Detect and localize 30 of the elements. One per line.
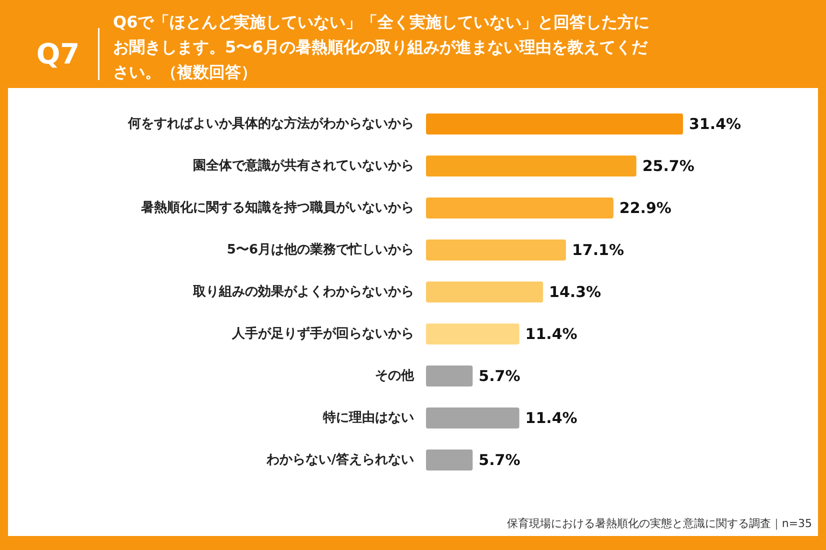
y-tick-label: 5〜6月は他の業務で忙しいから <box>226 242 414 258</box>
bar <box>426 198 614 218</box>
data-label: 11.4% <box>525 409 578 427</box>
data-label: 25.7% <box>642 157 694 175</box>
bar <box>426 156 636 176</box>
bar <box>426 240 566 260</box>
text: Q7 <box>36 38 80 70</box>
bar <box>426 114 683 134</box>
y-tick-label: 暑熱順化に関する知識を持つ職員がいないから <box>140 200 414 216</box>
y-tick-label: 人手が足りず手が回らないから <box>231 326 414 342</box>
bar <box>426 282 544 302</box>
data-label: 14.3% <box>549 283 602 301</box>
data-label: 5.7% <box>478 367 520 385</box>
chart-subtitle: Q6で「ほとんど実施していない」「全く実施していない」と回答した方にお聞きします。5〜6月の暑熱順化の取り組みが進まない理由を教えてください。（複数回答） <box>113 12 650 82</box>
y-tick-label: その他 <box>375 368 415 384</box>
y-tick-label: 取り組みの効果がよくわからないから <box>192 284 414 300</box>
y-tick-label: 特に理由はない <box>322 410 414 426</box>
bar <box>426 366 473 386</box>
data-label: 17.1% <box>572 241 624 259</box>
data-label: 5.7% <box>478 451 520 469</box>
y-tick-label: 何をすればよいか具体的な方法がわからないから <box>127 116 414 132</box>
bar <box>426 324 520 344</box>
data-label: 22.9% <box>619 199 672 217</box>
y-tick-label: わからない/答えられない <box>265 452 414 468</box>
text: 保育現場における暑熱順化の実態と意識に関する調査｜n=35 <box>506 517 812 530</box>
bar <box>426 450 473 470</box>
data-label: 11.4% <box>525 325 578 343</box>
bar <box>426 408 520 428</box>
data-label: 31.4% <box>689 115 742 133</box>
y-tick-label: 園全体で意識が共有されていないから <box>193 158 414 174</box>
